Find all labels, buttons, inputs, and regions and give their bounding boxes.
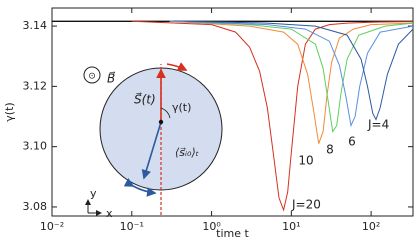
- annotation: x: [106, 207, 113, 220]
- avg-spin-arrow: [141, 121, 162, 180]
- series-label: 6: [348, 135, 356, 149]
- inset-diagram: ⊙ B⃗ S⃗(t) γ(t) ⟨s⃗ᵢ₀⟩ₜ yx: [83, 62, 223, 220]
- series-label: 8: [326, 143, 334, 157]
- annotation: S⃗(t): [134, 92, 156, 106]
- center-dot: [158, 119, 164, 125]
- plot-frame: [51, 7, 414, 217]
- precession-arrow: [166, 62, 188, 71]
- x-axis-label: time t: [216, 227, 249, 240]
- rotation-arrow: [123, 177, 157, 197]
- series-line: [169, 20, 414, 144]
- annotation: ⊙: [88, 72, 96, 82]
- series-label: J=4: [367, 118, 389, 132]
- annotation: ⟨s⃗ᵢ₀⟩ₜ: [175, 146, 199, 159]
- y-axis-label: γ(t): [3, 102, 16, 121]
- x-tick-label: 10⁻¹: [120, 220, 144, 233]
- series-line: [169, 20, 414, 128]
- x-tick-label: 10¹: [282, 220, 300, 233]
- series-line: [131, 20, 414, 212]
- series-label: J=20: [291, 198, 321, 212]
- series-line: [169, 20, 414, 133]
- y-tick-label: 3.14: [23, 19, 48, 32]
- annotation: B⃗: [107, 71, 115, 85]
- angle-arc: [160, 107, 171, 119]
- series-line: [187, 20, 414, 121]
- x-tick-label: 10⁻²: [40, 220, 64, 233]
- series-label: 10: [298, 154, 313, 168]
- x-tick-label: 10²: [362, 220, 380, 233]
- x-tick-label: 10⁰: [202, 220, 221, 233]
- annotation: γ(t): [172, 101, 191, 114]
- y-tick-label: 3.10: [23, 140, 48, 153]
- field-symbol-ring: [83, 66, 101, 84]
- annotation: y: [90, 187, 97, 200]
- y-tick-label: 3.08: [23, 200, 48, 213]
- y-tick-label: 3.12: [23, 79, 48, 92]
